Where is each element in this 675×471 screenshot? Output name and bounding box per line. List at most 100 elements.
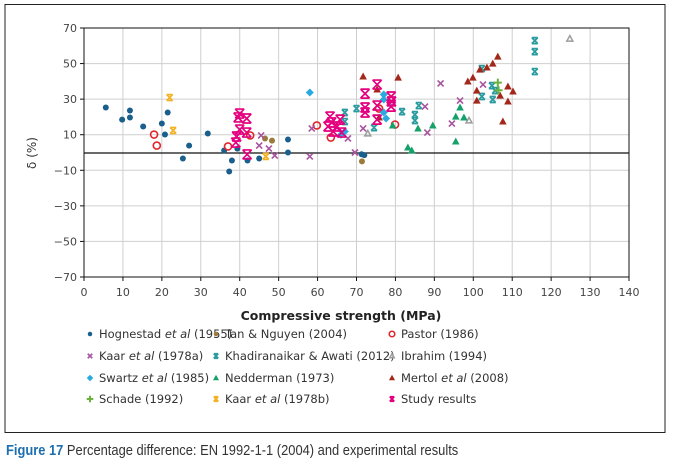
x-tick-label: 130: [580, 286, 601, 299]
x-axis-label: Compressive strength (MPa): [241, 308, 442, 323]
marker-open-triangle: [388, 352, 396, 359]
marker-hourglass: [241, 127, 252, 138]
marker-triangle: [388, 374, 396, 381]
marker-hourglass: [489, 95, 497, 104]
marker-hourglass: [324, 111, 336, 122]
marker-diamond: [86, 374, 94, 382]
marker-triangle: [494, 52, 502, 60]
legend-label: Swartz et al (1985): [99, 371, 209, 385]
marker-triangle: [212, 374, 220, 381]
y-tick-label: 50: [63, 58, 77, 71]
marker-hourglass: [531, 47, 539, 56]
y-tick-label: 10: [63, 129, 77, 142]
legend-entry: Kaar et al (1978a): [87, 349, 203, 363]
legend-label: Hognestad et al (1955): [99, 327, 232, 341]
legend-entry: Study results: [389, 392, 476, 406]
marker-dot: [119, 116, 126, 123]
marker-diamond: [379, 90, 388, 99]
marker-hourglass: [341, 117, 349, 126]
marker-plus: [493, 78, 502, 87]
x-tick-label: 120: [541, 286, 562, 299]
y-tick-label: −30: [54, 200, 77, 213]
marker-x: [255, 141, 263, 150]
series-9: [493, 78, 503, 95]
marker-hourglass: [352, 104, 361, 113]
y-tick-label: −50: [54, 235, 77, 248]
marker-hourglass: [242, 149, 253, 160]
legend-label-part: et al: [142, 371, 168, 385]
marker-hourglass: [478, 92, 486, 101]
legend-label: Kaar et al (1978b): [225, 392, 330, 406]
legend-entry: Mertol et al (2008): [388, 371, 509, 385]
marker-dot: [361, 152, 368, 159]
y-tick-label: −70: [54, 271, 77, 284]
legend-label-part: Kaar: [99, 349, 129, 363]
marker-triangle: [499, 117, 507, 125]
marker-hourglass: [531, 36, 539, 45]
marker-hourglass: [328, 126, 339, 137]
marker-x: [87, 353, 93, 359]
marker-triangle: [476, 65, 484, 73]
x-tick-label: 70: [350, 286, 364, 299]
marker-x: [437, 79, 445, 88]
marker-hourglass: [262, 152, 270, 161]
legend-label-part: Study results: [401, 392, 476, 406]
marker-hourglass: [372, 100, 383, 111]
marker-dot: [213, 331, 219, 337]
marker-triangle: [429, 121, 437, 129]
marker-dot: [126, 114, 133, 121]
marker-hourglass: [386, 96, 397, 107]
marker-triangle: [509, 87, 517, 95]
marker-dot: [284, 136, 291, 143]
x-tick-label: 100: [463, 286, 484, 299]
marker-hourglass: [213, 352, 219, 360]
legend-entry: Schade (1992): [86, 392, 183, 406]
legend-label-part: Mertol: [401, 371, 441, 385]
marker-hourglass: [370, 123, 378, 132]
marker-open-circle: [312, 121, 322, 130]
legend-entry: Ibrahim (1994): [388, 349, 487, 363]
marker-triangle: [460, 113, 468, 121]
marker-hourglass: [233, 112, 244, 123]
marker-plus: [86, 395, 94, 403]
marker-dot: [358, 158, 365, 165]
marker-open-circle: [388, 330, 396, 338]
legend-label: Khadiranaikar & Awati (2012): [225, 349, 395, 363]
data-points: [102, 34, 575, 175]
legend-label-part: Tan & Nguyen (2004): [224, 327, 347, 341]
series-11: [230, 79, 397, 160]
legend-entry: Swartz et al (1985): [86, 371, 209, 385]
legend-label-part: Khadiranaikar & Awati (2012): [225, 349, 395, 363]
marker-hourglass: [411, 116, 419, 125]
marker-hourglass: [336, 127, 347, 138]
legend-label-part: (1978a): [154, 349, 203, 363]
marker-open-circle: [374, 104, 384, 113]
x-tick-label: 90: [427, 286, 441, 299]
marker-triangle: [472, 86, 481, 94]
legend-entry: Hognestad et al (1955): [87, 327, 232, 341]
legend-label-part: et al: [129, 349, 155, 363]
series-6: [305, 88, 391, 139]
series-7: [388, 103, 468, 154]
legend: Hognestad et al (1955)Tan & Nguyen (2004…: [86, 327, 509, 406]
legend-label: Kaar et al (1978a): [99, 349, 203, 363]
legend-label: Pastor (1986): [401, 327, 479, 341]
legend-label-part: et al: [165, 327, 191, 341]
marker-x: [479, 80, 487, 89]
legend-label-part: (1985): [167, 371, 209, 385]
marker-x: [351, 148, 359, 157]
y-tick-label: 70: [63, 22, 77, 35]
marker-hourglass: [359, 88, 371, 99]
marker-x: [271, 151, 279, 160]
y-tick-label: −10: [54, 164, 77, 177]
marker-triangle: [407, 146, 416, 154]
marker-open-triangle: [363, 128, 373, 137]
marker-hourglass: [335, 114, 346, 125]
marker-triangle: [456, 103, 464, 111]
marker-hourglass: [234, 124, 245, 135]
marker-dot: [158, 120, 165, 127]
x-tick-label: 110: [502, 286, 523, 299]
marker-triangle: [414, 124, 422, 132]
legend-label-part: Kaar: [225, 392, 255, 406]
marker-dot: [204, 130, 211, 137]
